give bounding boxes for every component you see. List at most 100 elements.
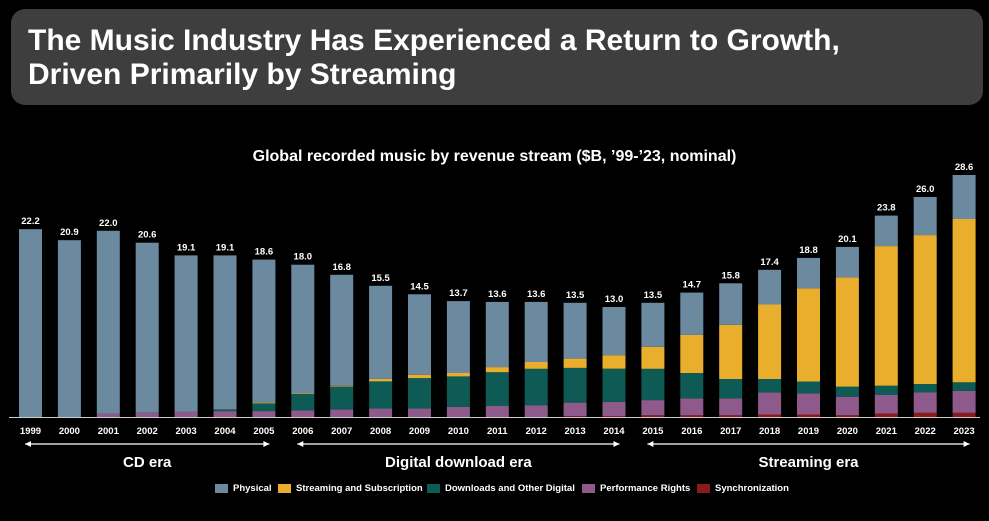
bar-downloads-and-other-digital-2009	[408, 378, 431, 409]
bar-physical-2017	[719, 283, 743, 325]
x-tick-2014: 2014	[603, 426, 625, 437]
bar-performance-rights-2023	[952, 390, 976, 413]
legend-item-downloads: Downloads and Other Digital	[427, 481, 575, 495]
legend-swatch-performance	[582, 483, 595, 493]
bar-performance-rights-2002	[135, 412, 159, 417]
x-tick-2006: 2006	[292, 426, 313, 437]
bar-synchronization-2019	[797, 414, 820, 417]
legend-swatch-synchronization	[697, 483, 710, 493]
bar-performance-rights-2008	[369, 408, 393, 417]
era-label-streaming-era: Streaming era	[758, 454, 859, 471]
x-tick-2005: 2005	[253, 426, 275, 437]
bar-streaming-and-subscription-2020	[835, 277, 859, 387]
bar-physical-2000	[57, 240, 81, 417]
bar-performance-rights-2021	[874, 395, 898, 414]
bar-physical-2016	[680, 292, 704, 335]
bar-synchronization-2016	[680, 415, 704, 417]
bar-streaming-and-subscription-2016	[680, 334, 704, 373]
total-label-2013: 13.5	[566, 290, 585, 301]
bar-downloads-and-other-digital-2023	[952, 382, 976, 391]
chart-title: Global recorded music by revenue stream …	[252, 148, 737, 165]
bar-physical-2022	[913, 197, 937, 236]
x-tick-2001: 2001	[98, 426, 120, 437]
title-banner: The Music Industry Has Experienced a Ret…	[11, 9, 983, 105]
bar-streaming-and-subscription-2012	[524, 362, 548, 369]
legend-swatch-streaming	[278, 483, 291, 493]
bar-streaming-and-subscription-2013	[563, 358, 587, 368]
bar-downloads-and-other-digital-2021	[874, 385, 898, 395]
bar-streaming-and-subscription-2019	[797, 288, 820, 382]
bar-performance-rights-2011	[485, 406, 509, 417]
total-label-2002: 20.6	[138, 230, 157, 241]
bar-downloads-and-other-digital-2012	[524, 368, 548, 406]
x-tick-2022: 2022	[915, 426, 936, 437]
chart-legend: Physical Streaming and Subscription Down…	[0, 481, 989, 495]
x-tick-2011: 2011	[487, 426, 508, 437]
bar-downloads-and-other-digital-2011	[485, 372, 509, 406]
bar-synchronization-2015	[641, 415, 665, 417]
x-tick-2008: 2008	[370, 426, 391, 437]
bar-downloads-and-other-digital-2006	[291, 394, 315, 411]
bar-physical-2020	[835, 246, 859, 278]
bar-streaming-and-subscription-2021	[874, 246, 898, 386]
bar-synchronization-2013	[563, 416, 587, 417]
bar-physical-2011	[485, 301, 509, 368]
bar-physical-1999	[19, 229, 42, 417]
legend-item-synchronization: Synchronization	[697, 481, 789, 495]
bar-downloads-and-other-digital-2014	[602, 368, 626, 402]
total-label-2014: 13.0	[605, 294, 624, 305]
bar-downloads-and-other-digital-2016	[680, 373, 704, 399]
bar-physical-2007	[330, 274, 354, 386]
bar-streaming-and-subscription-2006	[291, 393, 315, 395]
x-tick-2012: 2012	[526, 426, 547, 437]
bar-downloads-and-other-digital-2010	[446, 376, 470, 407]
x-tick-2017: 2017	[720, 426, 741, 437]
bar-physical-2001	[96, 230, 120, 414]
page-title-line-1: The Music Industry Has Experienced a Ret…	[28, 24, 840, 57]
x-tick-2018: 2018	[759, 426, 780, 437]
total-label-2010: 13.7	[449, 288, 468, 299]
bar-physical-2018	[758, 269, 782, 305]
bar-streaming-and-subscription-2005	[252, 402, 276, 404]
bar-performance-rights-2003	[174, 411, 198, 417]
total-label-2021: 23.8	[877, 203, 896, 214]
legend-item-physical: Physical	[215, 481, 272, 495]
bar-physical-2006	[291, 264, 315, 394]
legend-label-downloads: Downloads and Other Digital	[445, 482, 575, 494]
bar-performance-rights-2014	[602, 401, 626, 417]
legend-item-performance: Performance Rights	[582, 481, 690, 495]
bar-synchronization-2023	[952, 412, 976, 417]
bar-performance-rights-2022	[913, 392, 937, 413]
bar-physical-2008	[369, 285, 393, 379]
legend-label-physical: Physical	[233, 482, 272, 494]
era-label-digital-download-era: Digital download era	[385, 454, 532, 471]
bar-synchronization-2014	[602, 416, 626, 417]
bar-physical-2015	[641, 302, 665, 347]
total-label-2020: 20.1	[838, 234, 857, 245]
bar-physical-2013	[563, 302, 587, 359]
bar-streaming-and-subscription-2022	[913, 235, 937, 384]
bar-performance-rights-2001	[96, 413, 120, 417]
bar-physical-2012	[524, 301, 548, 362]
bar-performance-rights-2004	[213, 411, 237, 417]
x-tick-2010: 2010	[448, 426, 469, 437]
bar-physical-2005	[252, 259, 276, 403]
bar-synchronization-2017	[719, 415, 743, 417]
x-tick-2019: 2019	[798, 426, 819, 437]
era-label-cd-era: CD era	[123, 454, 172, 471]
bar-performance-rights-2009	[408, 408, 431, 417]
x-tick-1999: 1999	[20, 426, 41, 437]
legend-swatch-downloads	[427, 483, 440, 493]
total-label-2001: 22.0	[99, 218, 118, 229]
bar-streaming-and-subscription-2014	[602, 355, 626, 369]
bar-downloads-and-other-digital-2017	[719, 378, 743, 399]
bar-performance-rights-2018	[758, 392, 782, 415]
bar-streaming-and-subscription-2017	[719, 324, 743, 379]
bar-downloads-and-other-digital-2007	[330, 386, 354, 410]
x-tick-2007: 2007	[331, 426, 352, 437]
x-tick-2023: 2023	[954, 426, 975, 437]
total-label-2015: 13.5	[644, 290, 663, 301]
x-tick-2002: 2002	[137, 426, 158, 437]
legend-item-streaming: Streaming and Subscription	[278, 481, 423, 495]
